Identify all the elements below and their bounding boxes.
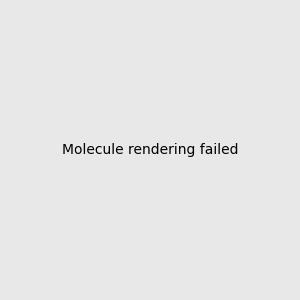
Text: Molecule rendering failed: Molecule rendering failed [62,143,238,157]
